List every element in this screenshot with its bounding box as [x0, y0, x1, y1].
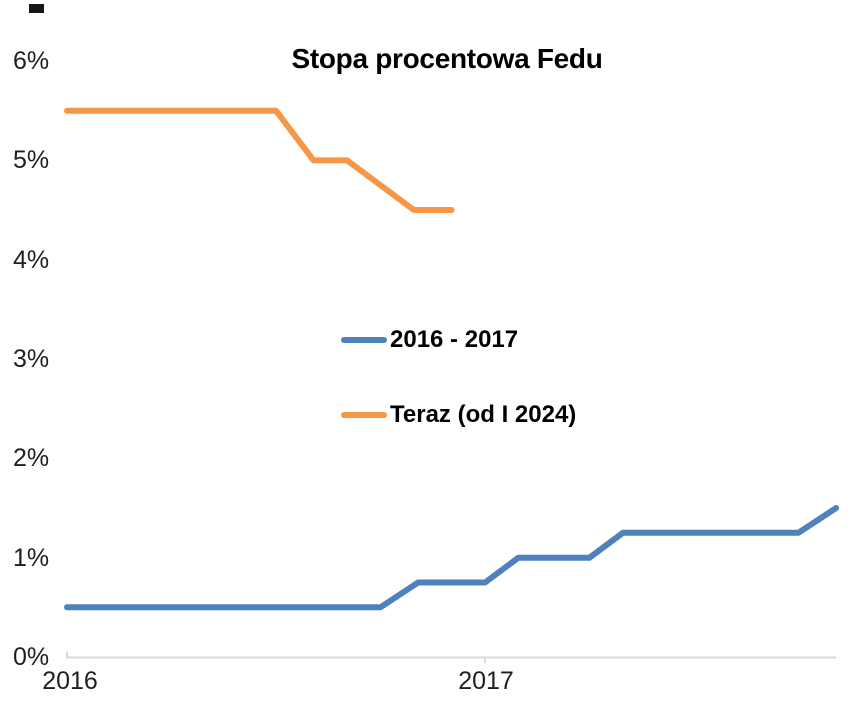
series-line-1: [64, 107, 455, 213]
y-tick-label-1: 1%: [13, 544, 50, 572]
legend-entry-2016-2017: 2016 - 2017: [341, 327, 518, 353]
y-tick-label-4: 4%: [13, 246, 50, 274]
x-axis-line: [66, 651, 837, 663]
y-tick-label-2: 2%: [13, 444, 50, 472]
legend-label-teraz: Teraz (od I 2024): [390, 401, 577, 428]
legend-label-2016-2017: 2016 - 2017: [390, 326, 519, 353]
stray-mark: [29, 4, 44, 13]
legend-swatch-blue-line: [341, 337, 387, 343]
chart-title: Stopa procentowa Fedu: [291, 43, 603, 74]
y-tick-label-5: 5%: [13, 146, 50, 174]
x-tick-label-2017: 2017: [458, 667, 514, 695]
y-tick-label-3: 3%: [13, 345, 50, 373]
series-line-0: [64, 505, 840, 611]
y-tick-label-0: 0%: [13, 643, 50, 671]
x-tick-label-2016: 2016: [42, 667, 98, 695]
y-tick-label-6: 6%: [13, 47, 50, 75]
legend-swatch-orange-line: [341, 412, 387, 418]
legend-entry-teraz: Teraz (od I 2024): [341, 402, 576, 428]
